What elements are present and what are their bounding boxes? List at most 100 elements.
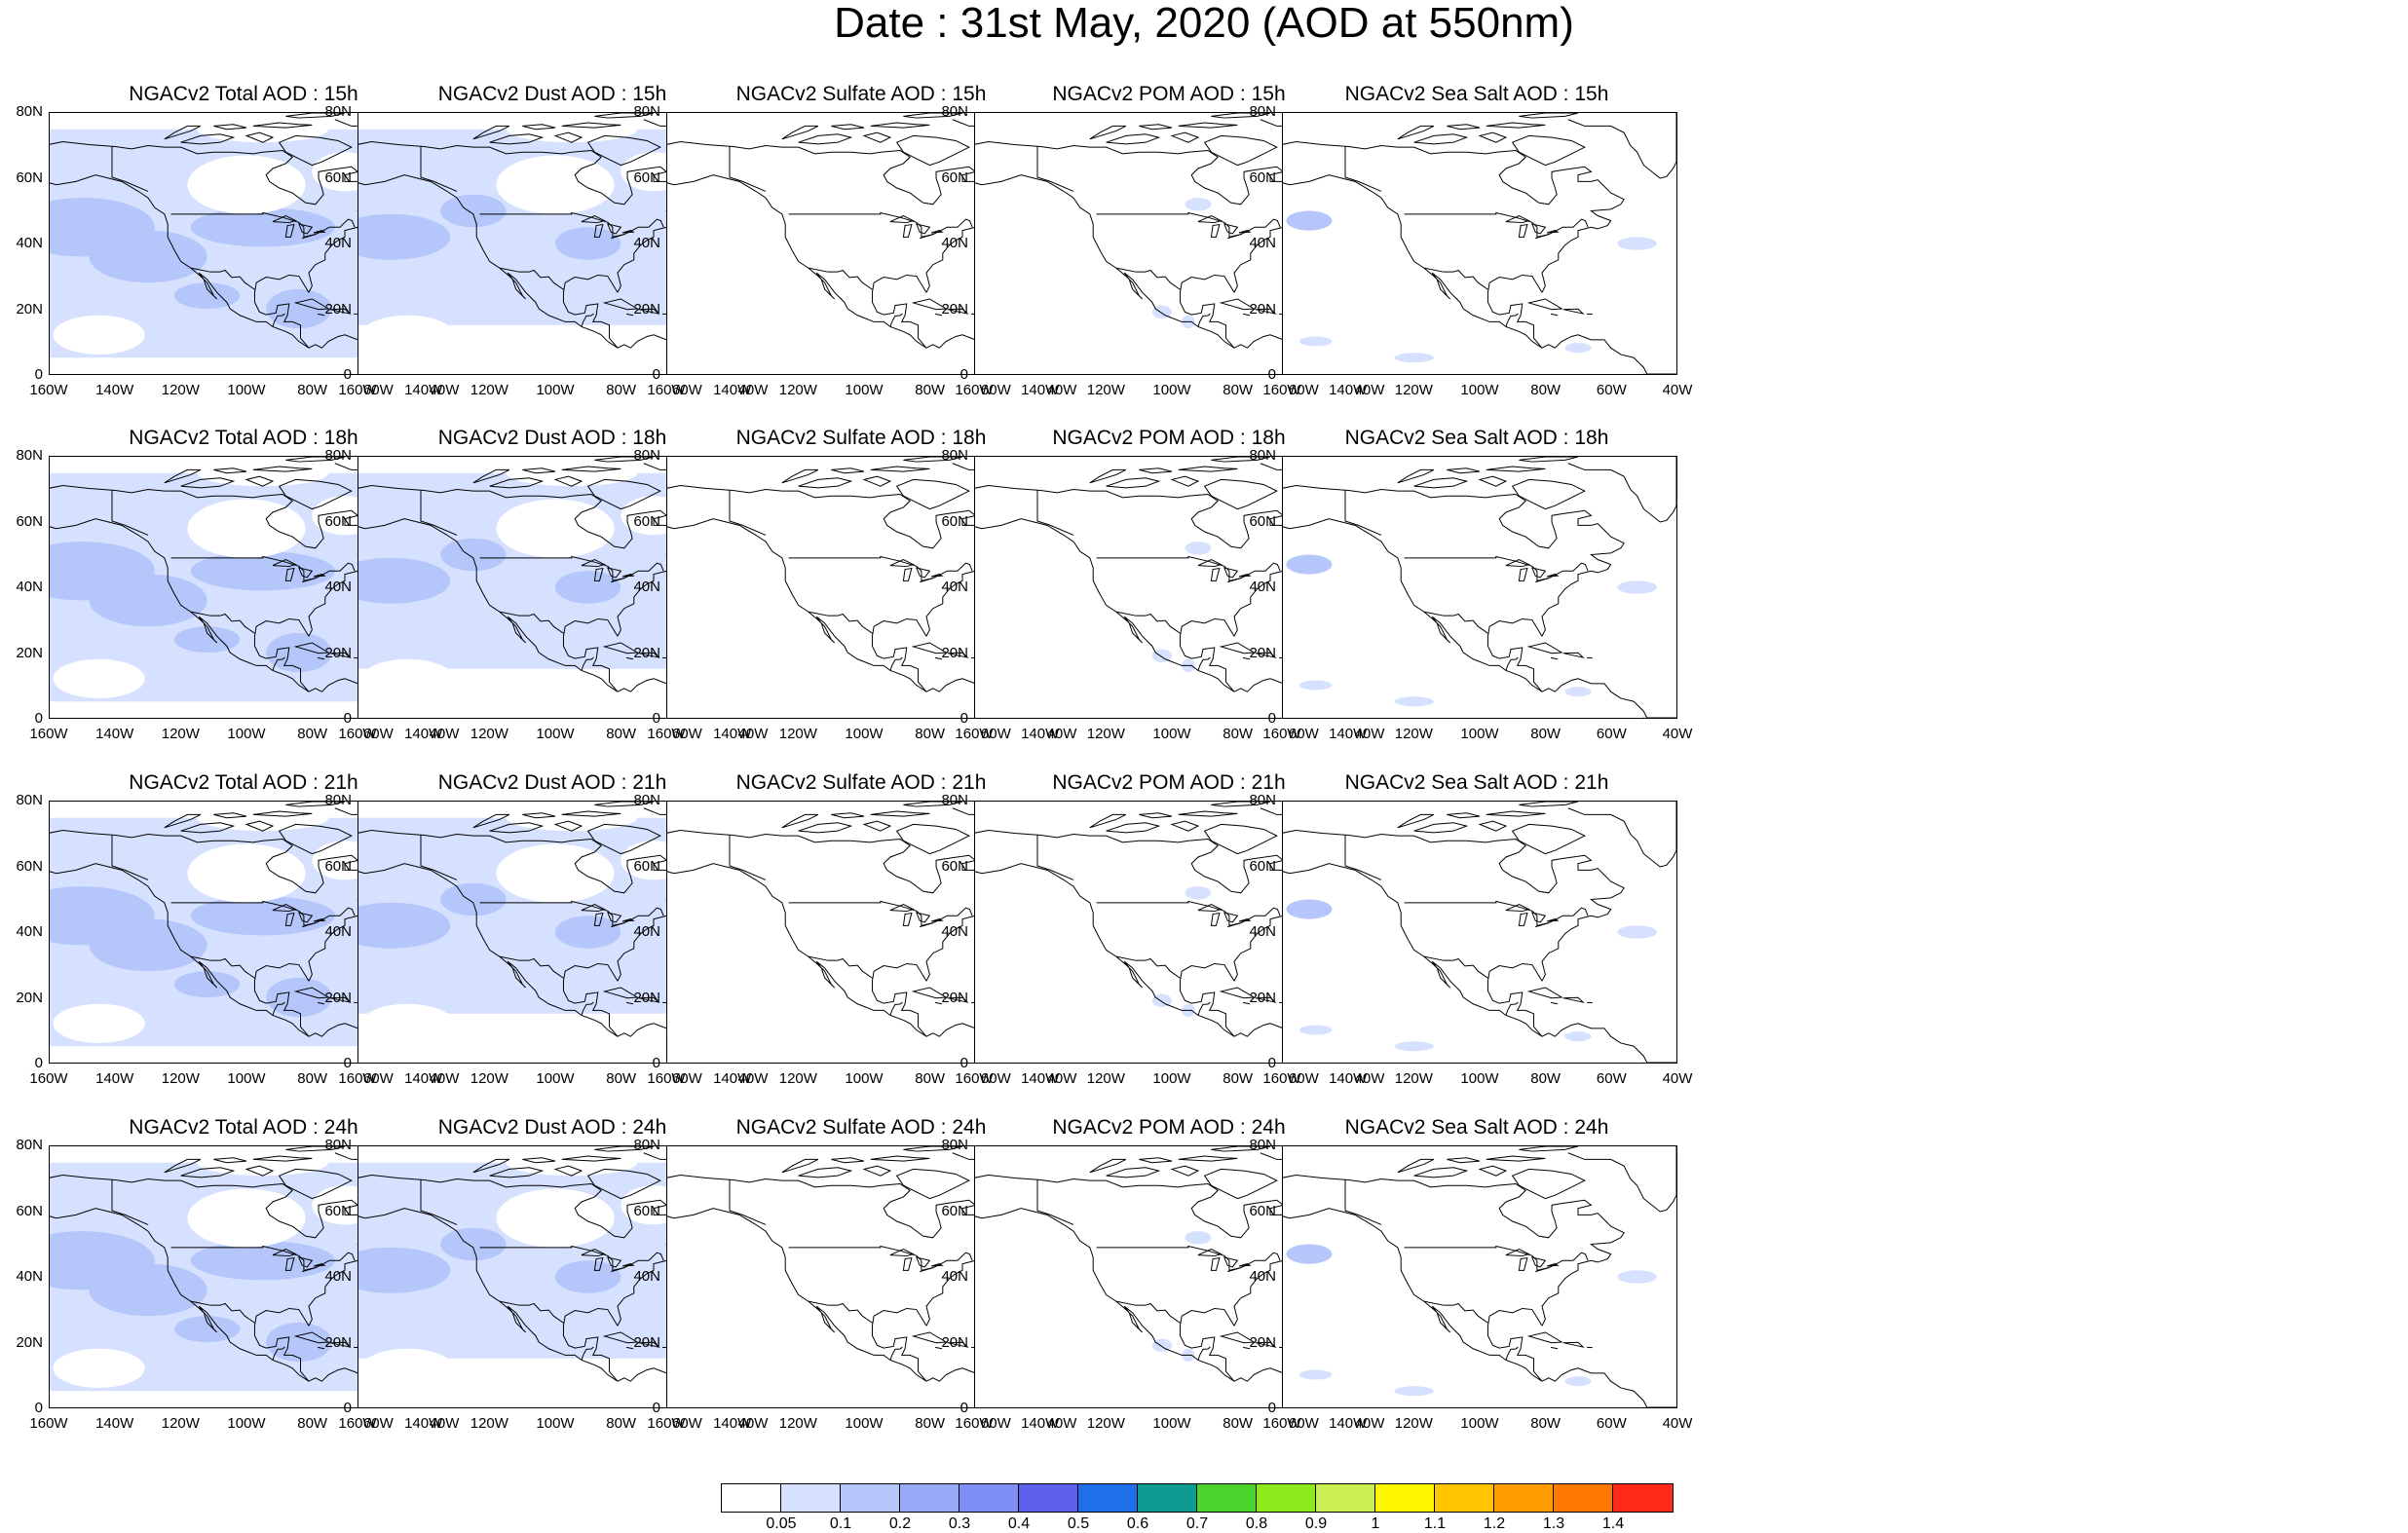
island-outline (799, 478, 851, 488)
colorbar-label: 1.3 (1529, 1515, 1578, 1533)
lon-tick-label: 100W (531, 383, 580, 398)
country-border (1037, 1180, 1073, 1225)
island-outline (1551, 1347, 1558, 1348)
lat-tick-label: 0 (344, 367, 352, 383)
country-border (1506, 657, 1518, 670)
island-outline (1414, 478, 1467, 488)
coastline (1568, 457, 1676, 522)
colorbar-label: 0.05 (757, 1515, 806, 1533)
country-border (1345, 1180, 1381, 1225)
panel-title: NGACv2 Sea Salt AOD : 24h (1233, 1116, 1720, 1140)
lon-tick-label: 160W (1258, 727, 1306, 742)
lon-tick-label: 160W (333, 1416, 382, 1432)
country-border (730, 1180, 766, 1225)
lon-tick-label: 160W (642, 1416, 691, 1432)
colorbar-swatch (1494, 1484, 1554, 1512)
colorbar-swatch (1078, 1484, 1138, 1512)
colorbar-label: 1.1 (1411, 1515, 1459, 1533)
lon-tick-label: 160W (642, 1071, 691, 1087)
country-border (1424, 612, 1488, 633)
clear-patch (53, 316, 144, 355)
clear-patch (53, 1004, 144, 1043)
lon-tick-label: 140W (399, 1416, 448, 1432)
lat-tick-label: 60N (16, 859, 43, 875)
lat-tick-label: 80N (324, 104, 352, 120)
lat-tick-label: 80N (633, 1138, 660, 1153)
island-outline (1414, 823, 1467, 833)
aod-shading (1394, 696, 1433, 706)
lat-tick-label: 0 (344, 711, 352, 727)
coastline (1487, 963, 1542, 1036)
island-outline (1513, 135, 1585, 165)
lon-tick-label: 160W (333, 727, 382, 742)
coastline (1180, 1308, 1234, 1381)
lon-tick-label: 140W (1016, 1416, 1065, 1432)
aod-shading (1299, 336, 1333, 346)
aod-shading (1617, 237, 1656, 249)
lat-tick-label: 0 (960, 367, 968, 383)
island-outline (1551, 314, 1558, 315)
aod-shading (1185, 198, 1211, 210)
island-outline (1529, 299, 1562, 310)
lon-tick-label: 120W (1389, 727, 1438, 742)
lon-tick-label: 120W (156, 727, 205, 742)
lon-tick-label: 140W (91, 383, 139, 398)
lake-outline (1519, 914, 1526, 926)
island-outline (1519, 1146, 1578, 1151)
island-outline (1139, 813, 1172, 818)
aod-shading (174, 626, 240, 653)
lat-tick-label: 80N (941, 104, 968, 120)
country-border (1506, 1347, 1518, 1360)
island-outline (831, 125, 864, 130)
island-outline (1107, 823, 1159, 833)
lat-tick-label: 0 (35, 1056, 43, 1071)
country-border (1116, 612, 1181, 633)
lon-tick-label: 100W (1455, 727, 1504, 742)
lon-tick-label: 120W (1081, 383, 1130, 398)
aod-shading (89, 1264, 207, 1317)
aod-shading (1286, 1245, 1332, 1264)
lake-outline (903, 569, 911, 581)
island-outline (1107, 1168, 1159, 1178)
coastline (872, 618, 926, 692)
lon-tick-label: 140W (1016, 383, 1065, 398)
aod-shading (1394, 353, 1433, 362)
aod-shading (1617, 1270, 1656, 1283)
lon-tick-label: 40W (1653, 1416, 1702, 1432)
lat-tick-label: 80N (633, 104, 660, 120)
lat-tick-label: 60N (633, 859, 660, 875)
lat-tick-label: 80N (1249, 448, 1276, 464)
lat-tick-label: 20N (324, 302, 352, 318)
lat-tick-label: 40N (633, 924, 660, 940)
lon-tick-label: 120W (773, 383, 822, 398)
coastline (1283, 864, 1676, 1063)
lat-tick-label: 40N (1249, 236, 1276, 251)
colorbar-swatch (1316, 1484, 1375, 1512)
lake-outline (1198, 560, 1222, 567)
island-outline (1529, 988, 1562, 998)
island-outline (871, 1156, 930, 1161)
lat-tick-label: 0 (653, 367, 660, 383)
island-outline (1480, 821, 1506, 831)
island-outline (864, 1166, 890, 1176)
lon-tick-label: 40W (1653, 727, 1702, 742)
lon-tick-label: 140W (708, 1416, 757, 1432)
island-outline (1486, 1156, 1546, 1161)
lon-tick-label: 60W (1587, 1416, 1636, 1432)
lon-tick-label: 100W (222, 1071, 271, 1087)
lon-tick-label: 100W (840, 727, 888, 742)
lon-tick-label: 160W (1258, 383, 1306, 398)
lon-tick-label: 120W (465, 727, 513, 742)
map-frame (1282, 801, 1677, 1064)
lake-outline (1519, 569, 1526, 581)
lat-tick-label: 20N (633, 646, 660, 661)
island-outline (1172, 476, 1198, 486)
lon-tick-label: 100W (1455, 383, 1504, 398)
island-outline (1513, 1169, 1585, 1198)
lon-tick-label: 60W (1587, 383, 1636, 398)
lon-tick-label: 100W (222, 1416, 271, 1432)
lon-tick-label: 120W (1081, 727, 1130, 742)
lon-tick-label: 140W (91, 1416, 139, 1432)
colorbar-swatch (1554, 1484, 1613, 1512)
